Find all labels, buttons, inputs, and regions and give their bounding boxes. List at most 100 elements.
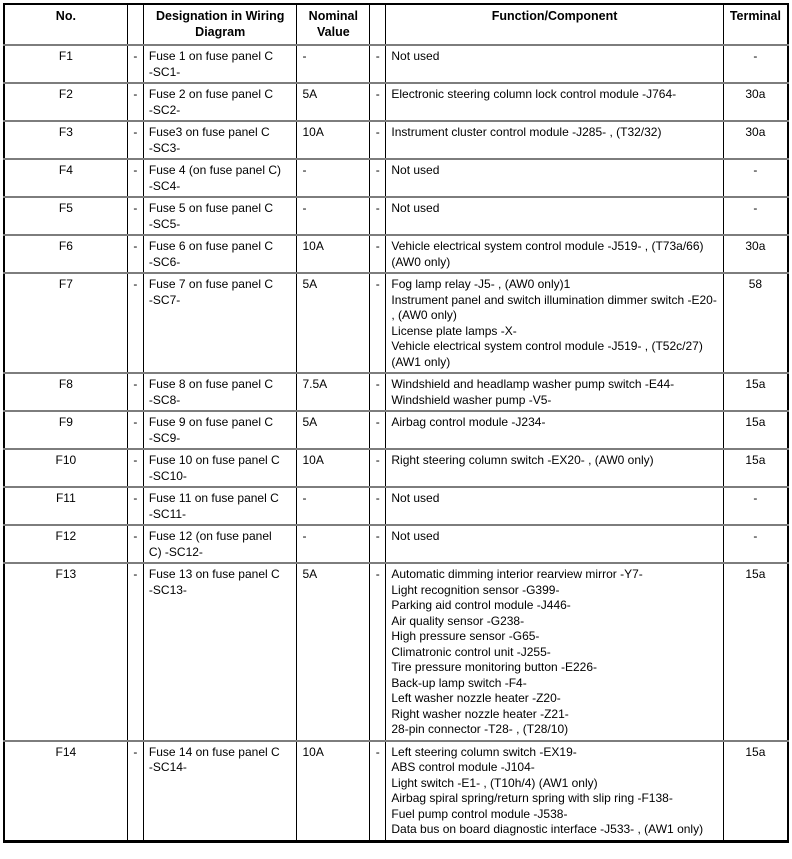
table-row: F5 - Fuse 5 on fuse panel C -SC5- - - No… xyxy=(3,196,788,235)
cell-fuse-number: F1 xyxy=(3,44,128,83)
cell-dash-2: - xyxy=(369,272,386,373)
cell-dash-2: - xyxy=(369,44,386,83)
cell-dash-2: - xyxy=(369,524,386,563)
cell-fuse-number: F2 xyxy=(3,82,128,121)
table-row: F13 - Fuse 13 on fuse panel C -SC13- 5A … xyxy=(3,562,788,741)
table-row: F10 - Fuse 10 on fuse panel C -SC10- 10A… xyxy=(3,448,788,487)
cell-designation: Fuse 2 on fuse panel C -SC2- xyxy=(142,82,297,121)
cell-designation: Fuse 8 on fuse panel C -SC8- xyxy=(142,372,297,411)
cell-dash-2: - xyxy=(369,739,386,841)
cell-dash-1: - xyxy=(126,158,144,197)
cell-dash-1: - xyxy=(126,410,144,449)
table-row: F7 - Fuse 7 on fuse panel C -SC7- 5A - F… xyxy=(3,272,788,373)
cell-nominal-value: - xyxy=(296,196,370,235)
cell-designation: Fuse 10 on fuse panel C -SC10- xyxy=(142,448,297,487)
cell-function-component: Not used xyxy=(385,44,724,83)
cell-function-component: Instrument cluster control module -J285-… xyxy=(385,120,724,159)
cell-dash-2: - xyxy=(369,158,386,197)
cell-nominal-value: - xyxy=(296,486,370,525)
cell-fuse-number: F3 xyxy=(3,120,128,159)
cell-function-component: Automatic dimming interior rearview mirr… xyxy=(385,562,724,741)
column-header-nominal-value: Nominal Value xyxy=(296,4,370,45)
cell-terminal: 15a xyxy=(722,448,788,487)
cell-terminal: 15a xyxy=(722,410,788,449)
cell-fuse-number: F12 xyxy=(3,524,128,563)
cell-terminal: - xyxy=(722,524,788,563)
cell-nominal-value: 7.5A xyxy=(296,372,370,411)
cell-terminal: - xyxy=(722,44,788,83)
cell-fuse-number: F8 xyxy=(3,372,128,411)
cell-terminal: - xyxy=(722,158,788,197)
table-row: F11 - Fuse 11 on fuse panel C -SC11- - -… xyxy=(3,486,788,525)
cell-nominal-value: - xyxy=(296,524,370,563)
cell-designation: Fuse 12 (on fuse panel C) -SC12- xyxy=(142,524,297,563)
cell-dash-1: - xyxy=(126,562,144,741)
table-row: F12 - Fuse 12 (on fuse panel C) -SC12- -… xyxy=(3,524,788,563)
cell-dash-2: - xyxy=(369,410,386,449)
cell-function-component: Not used xyxy=(385,524,724,563)
fuse-assignment-table: No. Designation in Wiring Diagram Nomina… xyxy=(3,3,789,843)
cell-nominal-value: - xyxy=(296,44,370,83)
cell-dash-2: - xyxy=(369,120,386,159)
cell-dash-1: - xyxy=(126,82,144,121)
cell-function-component: Airbag control module -J234- xyxy=(385,410,724,449)
cell-designation: Fuse3 on fuse panel C -SC3- xyxy=(142,120,297,159)
cell-terminal: 30a xyxy=(722,82,788,121)
cell-dash-1: - xyxy=(126,44,144,83)
cell-nominal-value: 10A xyxy=(296,448,370,487)
cell-nominal-value: 10A xyxy=(296,234,370,273)
cell-dash-1: - xyxy=(126,372,144,411)
cell-terminal: 58 xyxy=(722,272,788,373)
cell-dash-2: - xyxy=(369,234,386,273)
column-header-no: No. xyxy=(3,4,128,45)
cell-dash-2: - xyxy=(369,196,386,235)
cell-designation: Fuse 14 on fuse panel C -SC14- xyxy=(142,739,297,841)
cell-nominal-value: 5A xyxy=(296,82,370,121)
column-header-dash-1 xyxy=(126,4,144,45)
cell-dash-1: - xyxy=(126,524,144,563)
cell-fuse-number: F7 xyxy=(3,272,128,373)
cell-function-component: Not used xyxy=(385,158,724,197)
cell-designation: Fuse 13 on fuse panel C -SC13- xyxy=(142,562,297,741)
cell-terminal: 15a xyxy=(722,372,788,411)
cell-designation: Fuse 1 on fuse panel C -SC1- xyxy=(142,44,297,83)
table-row: F14 - Fuse 14 on fuse panel C -SC14- 10A… xyxy=(3,739,788,841)
cell-terminal: 15a xyxy=(722,562,788,741)
cell-function-component: Fog lamp relay -J5- , (AW0 only)1 Instru… xyxy=(385,272,724,373)
cell-dash-2: - xyxy=(369,82,386,121)
column-header-designation: Designation in Wiring Diagram xyxy=(142,4,297,45)
cell-fuse-number: F4 xyxy=(3,158,128,197)
table-row: F6 - Fuse 6 on fuse panel C -SC6- 10A - … xyxy=(3,234,788,273)
header-row: No. Designation in Wiring Diagram Nomina… xyxy=(3,4,788,45)
table-row: F4 - Fuse 4 (on fuse panel C) -SC4- - - … xyxy=(3,158,788,197)
table-row: F9 - Fuse 9 on fuse panel C -SC9- 5A - A… xyxy=(3,410,788,449)
cell-fuse-number: F14 xyxy=(3,739,128,841)
cell-fuse-number: F9 xyxy=(3,410,128,449)
cell-dash-2: - xyxy=(369,372,386,411)
cell-dash-1: - xyxy=(126,120,144,159)
cell-fuse-number: F11 xyxy=(3,486,128,525)
cell-nominal-value: 10A xyxy=(296,120,370,159)
cell-designation: Fuse 5 on fuse panel C -SC5- xyxy=(142,196,297,235)
column-header-dash-2 xyxy=(369,4,386,45)
cell-designation: Fuse 9 on fuse panel C -SC9- xyxy=(142,410,297,449)
cell-dash-1: - xyxy=(126,272,144,373)
cell-nominal-value: 5A xyxy=(296,562,370,741)
cell-dash-1: - xyxy=(126,196,144,235)
cell-nominal-value: 5A xyxy=(296,272,370,373)
cell-terminal: - xyxy=(722,486,788,525)
cell-dash-1: - xyxy=(126,486,144,525)
cell-terminal: 15a xyxy=(722,739,788,841)
cell-designation: Fuse 4 (on fuse panel C) -SC4- xyxy=(142,158,297,197)
cell-dash-1: - xyxy=(126,448,144,487)
cell-function-component: Right steering column switch -EX20- , (A… xyxy=(385,448,724,487)
table-header: No. Designation in Wiring Diagram Nomina… xyxy=(3,4,788,45)
cell-fuse-number: F10 xyxy=(3,448,128,487)
cell-function-component: Vehicle electrical system control module… xyxy=(385,234,724,273)
cell-terminal: - xyxy=(722,196,788,235)
cell-fuse-number: F6 xyxy=(3,234,128,273)
column-header-function-component: Function/Component xyxy=(385,4,724,45)
cell-dash-1: - xyxy=(126,234,144,273)
cell-dash-2: - xyxy=(369,486,386,525)
